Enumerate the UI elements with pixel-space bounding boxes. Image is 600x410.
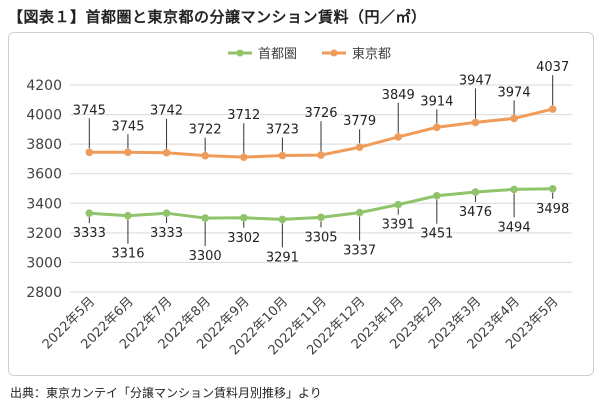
data-point	[201, 214, 209, 222]
legend-marker-1	[330, 49, 338, 57]
legend-label-0: 首都圏	[258, 47, 297, 62]
legend-label-1: 東京都	[352, 46, 391, 62]
data-label-tokyo: 3726	[304, 106, 337, 121]
data-point	[548, 105, 557, 113]
data-point	[239, 153, 248, 161]
data-point	[471, 188, 480, 196]
data-point	[510, 185, 518, 194]
chart-frame	[8, 32, 594, 376]
data-point	[317, 213, 325, 222]
data-label-shutoken: 3494	[498, 220, 531, 235]
y-tick-label: 3800	[26, 137, 62, 153]
data-label-tokyo: 3947	[459, 73, 492, 88]
data-label-shutoken: 3498	[536, 202, 569, 217]
data-point	[162, 209, 171, 217]
y-tick-label: 4000	[26, 108, 62, 124]
data-point	[471, 118, 480, 127]
data-point	[162, 148, 171, 157]
y-tick-label: 3200	[26, 226, 62, 242]
chart-title: 【図表１】首都圏と東京都の分譲マンション賃料（円／㎡）	[8, 8, 427, 26]
data-label-shutoken: 3333	[73, 226, 106, 241]
data-label-tokyo: 3779	[343, 114, 376, 129]
data-point	[355, 143, 364, 152]
y-tick-label: 2800	[26, 285, 62, 301]
data-label-tokyo: 3745	[111, 119, 144, 134]
source-note: 出典：東京カンテイ「分譲マンション賃料月別推移」より	[10, 386, 322, 400]
data-point	[278, 215, 287, 224]
data-label-tokyo: 3745	[73, 103, 106, 118]
data-point	[278, 151, 287, 160]
data-label-shutoken: 3476	[459, 205, 492, 220]
data-label-shutoken: 3291	[266, 250, 299, 265]
data-label-tokyo: 3712	[227, 108, 260, 123]
data-label-tokyo: 3723	[266, 123, 299, 138]
data-label-shutoken: 3305	[304, 230, 337, 245]
data-label-tokyo: 3742	[150, 104, 183, 119]
data-label-shutoken: 3333	[150, 226, 183, 241]
y-tick-label: 3400	[26, 196, 62, 212]
data-point	[548, 184, 557, 193]
data-label-shutoken: 3451	[420, 227, 453, 242]
data-point	[124, 211, 132, 220]
data-point	[317, 151, 325, 159]
legend-marker-0	[236, 49, 244, 57]
data-label-shutoken: 3316	[111, 247, 144, 262]
data-point	[510, 114, 518, 123]
data-point	[239, 213, 248, 222]
data-label-tokyo: 3722	[189, 123, 222, 138]
y-tick-label: 3000	[26, 255, 62, 271]
data-point	[394, 200, 403, 209]
data-label-shutoken: 3300	[189, 249, 222, 264]
data-point	[433, 123, 441, 132]
data-point	[85, 148, 94, 157]
data-label-shutoken: 3337	[343, 244, 376, 259]
data-point	[85, 209, 94, 217]
data-point	[433, 191, 441, 200]
data-point	[201, 151, 209, 160]
data-label-shutoken: 3302	[227, 231, 260, 246]
data-label-tokyo: 3974	[498, 85, 531, 100]
data-point	[355, 208, 364, 217]
y-tick-label: 4200	[26, 78, 62, 94]
data-point	[124, 148, 132, 157]
data-label-tokyo: 3914	[420, 94, 453, 109]
data-label-shutoken: 3391	[382, 218, 415, 233]
data-point	[394, 133, 403, 141]
y-tick-label: 3600	[26, 167, 62, 183]
data-label-tokyo: 4037	[536, 60, 569, 75]
data-label-tokyo: 3849	[382, 88, 415, 103]
